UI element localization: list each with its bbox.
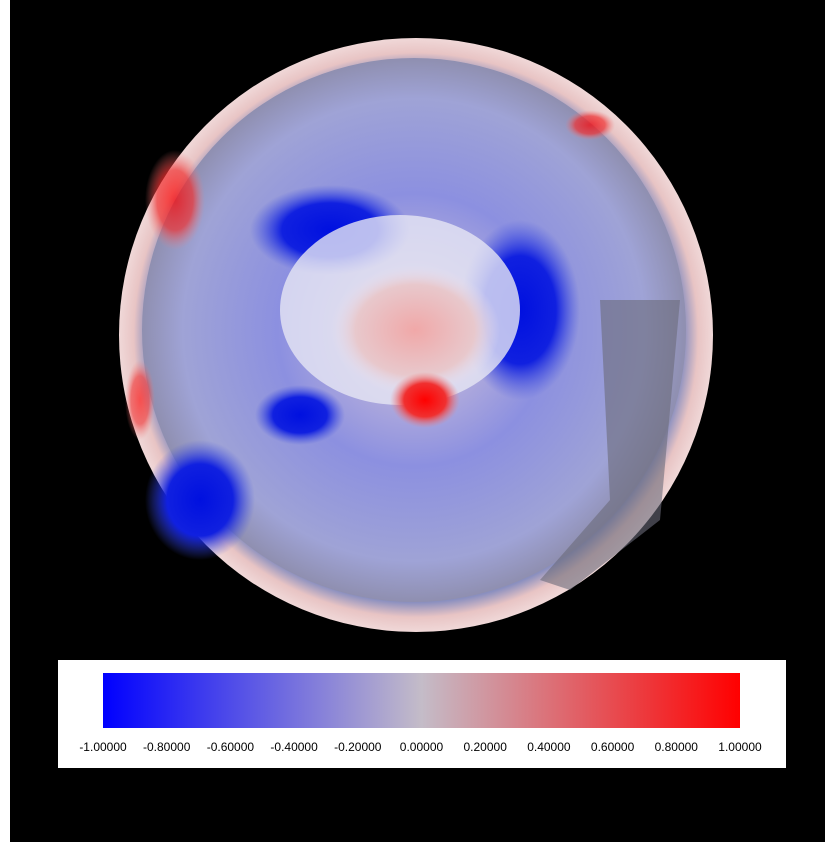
- x-tick-label: -1.00000: [79, 740, 127, 754]
- x-tick-label: 1.00000: [718, 740, 762, 754]
- viewer: -1.00000 -0.80000 -0.60000 -0.40000 -0.20000…: [0, 0, 825, 842]
- x-tick-label: 0.40000: [527, 740, 571, 754]
- x-tick-label: 0.60000: [591, 740, 635, 754]
- x-tick-label: -0.60000: [207, 740, 255, 754]
- x-tick-label: -0.40000: [270, 740, 318, 754]
- x-tick-label: -0.80000: [143, 740, 191, 754]
- page: {"chart_data": {"type": "colorbar", "col…: [0, 0, 825, 842]
- bowl-render: [119, 38, 713, 632]
- x-tick-label: 0.80000: [655, 740, 699, 754]
- x-tick-label: 0.20000: [464, 740, 508, 754]
- colorbar: [103, 673, 740, 728]
- x-tick-label: 0.00000: [400, 740, 444, 754]
- x-tick-label: -0.20000: [334, 740, 382, 754]
